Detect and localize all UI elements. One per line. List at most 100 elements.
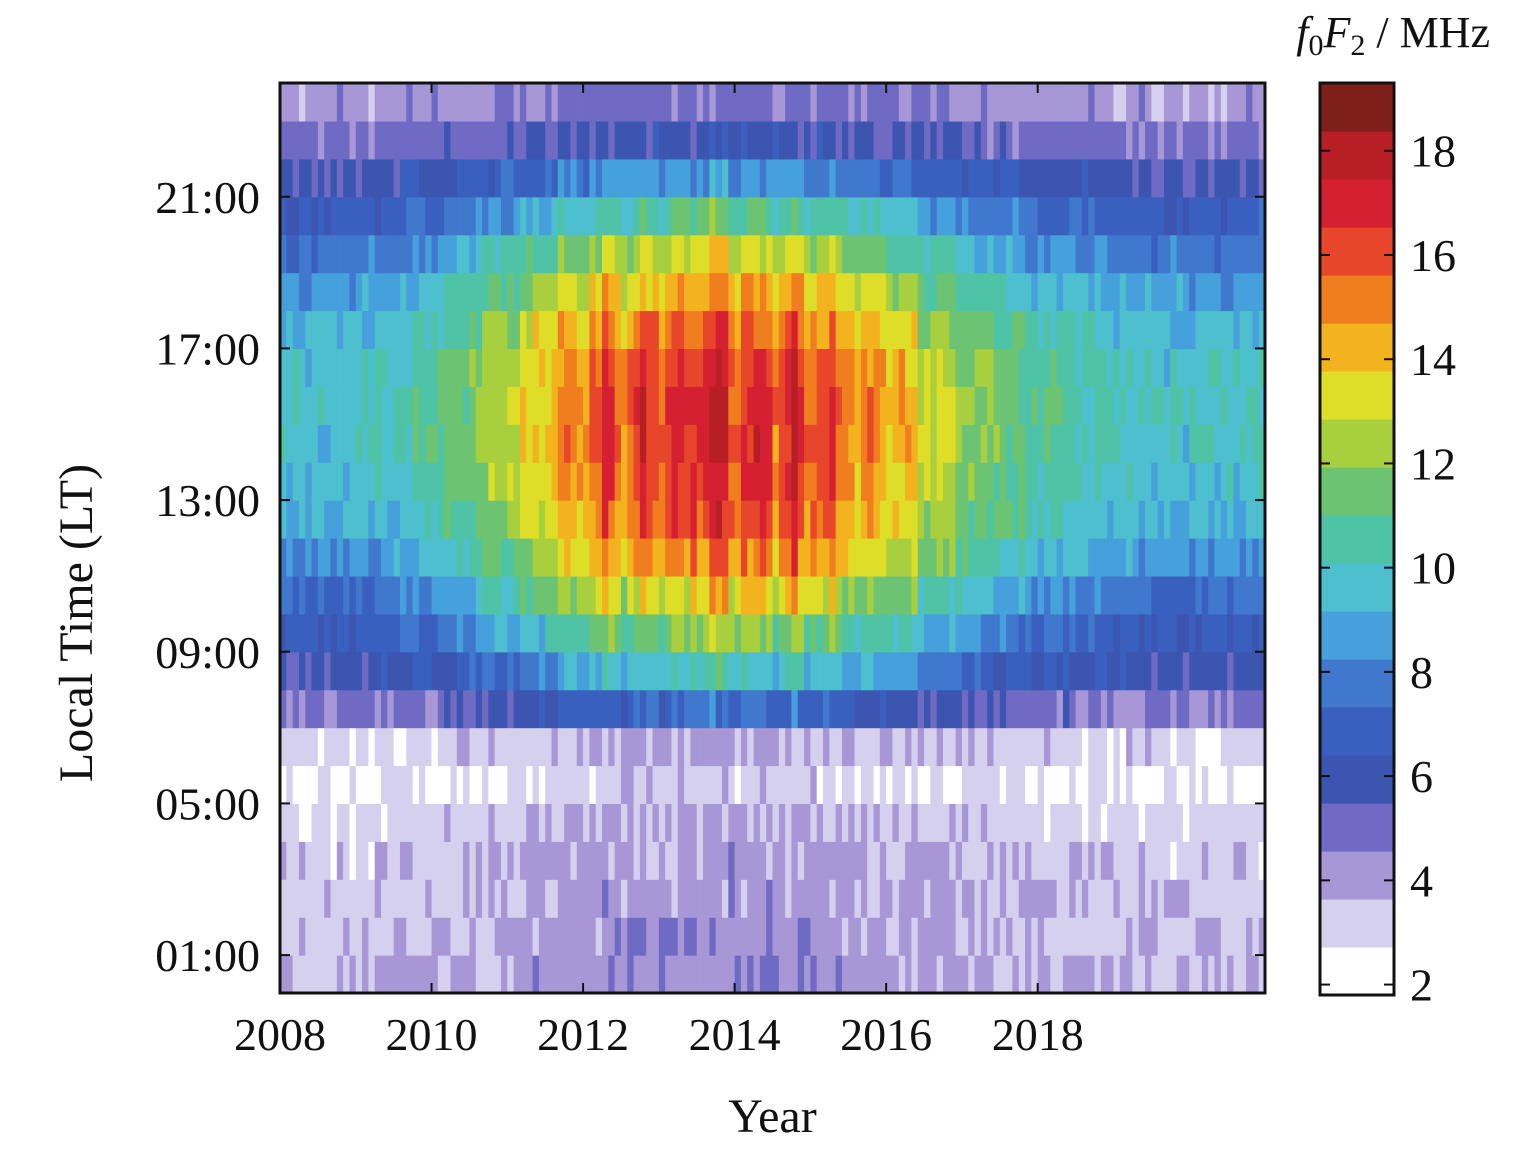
heatmap-cell bbox=[1258, 272, 1266, 312]
heatmap-cell bbox=[564, 955, 572, 994]
heatmap-cell bbox=[1088, 158, 1096, 198]
heatmap-cell bbox=[696, 803, 704, 842]
heatmap-cell bbox=[1220, 120, 1228, 160]
heatmap-cell bbox=[924, 196, 931, 236]
heatmap-cell bbox=[608, 803, 616, 842]
heatmap-cell bbox=[355, 272, 363, 312]
heatmap-cell bbox=[1189, 158, 1197, 198]
heatmap-cell bbox=[519, 462, 527, 501]
colorbar-tick-label: 10 bbox=[1410, 543, 1456, 594]
heatmap-cell bbox=[355, 234, 363, 274]
heatmap-cell bbox=[1170, 196, 1178, 236]
heatmap-cell bbox=[734, 765, 742, 805]
heatmap-cell bbox=[463, 386, 471, 425]
heatmap-cell bbox=[942, 120, 950, 160]
heatmap-cell bbox=[482, 651, 489, 691]
heatmap-cell bbox=[772, 424, 780, 463]
heatmap-cell bbox=[1113, 765, 1121, 805]
heatmap-cell bbox=[1069, 462, 1077, 501]
heatmap-cell bbox=[816, 462, 824, 501]
heatmap-cell bbox=[652, 879, 660, 918]
heatmap-cell bbox=[1094, 803, 1102, 842]
heatmap-cell bbox=[860, 120, 868, 160]
heatmap-cell bbox=[614, 158, 622, 198]
heatmap-cell bbox=[816, 348, 824, 387]
heatmap-cell bbox=[557, 689, 565, 729]
heatmap-cell bbox=[1113, 803, 1121, 842]
heatmap-cell bbox=[526, 386, 534, 425]
heatmap-cell bbox=[368, 462, 376, 501]
heatmap-cell bbox=[892, 83, 900, 122]
heatmap-cell bbox=[1208, 727, 1216, 767]
heatmap-cell bbox=[633, 424, 641, 463]
heatmap-cell bbox=[418, 272, 426, 312]
heatmap-cell bbox=[1031, 575, 1039, 615]
heatmap-cell bbox=[1157, 689, 1165, 729]
heatmap-cell bbox=[867, 613, 875, 653]
heatmap-cell bbox=[311, 196, 319, 236]
heatmap-cell bbox=[879, 765, 887, 805]
heatmap-cell bbox=[343, 500, 351, 539]
heatmap-cell bbox=[804, 462, 811, 501]
heatmap-cell bbox=[292, 462, 300, 501]
heatmap-cell bbox=[886, 538, 894, 577]
colorbar-frame bbox=[1318, 81, 1396, 997]
heatmap-cell bbox=[627, 158, 635, 198]
heatmap-cell bbox=[924, 272, 931, 312]
heatmap-cell bbox=[747, 651, 755, 691]
heatmap-cell bbox=[324, 613, 332, 653]
heatmap-cell bbox=[412, 83, 420, 122]
heatmap-cell bbox=[1182, 234, 1190, 274]
heatmap-cell bbox=[469, 917, 477, 956]
heatmap-cell bbox=[317, 158, 325, 198]
heatmap-cell bbox=[709, 917, 717, 956]
heatmap-cell bbox=[513, 386, 521, 425]
heatmap-cell bbox=[343, 234, 351, 274]
heatmap-cell bbox=[804, 917, 811, 956]
heatmap-cell bbox=[703, 727, 710, 767]
heatmap-cell bbox=[879, 841, 887, 880]
heatmap-cell bbox=[1075, 158, 1083, 198]
heatmap-cell bbox=[892, 613, 900, 653]
heatmap-cell bbox=[841, 272, 849, 312]
colorbar-tick-label: 18 bbox=[1410, 126, 1456, 177]
heatmap-cell bbox=[785, 462, 793, 501]
heatmap-cell bbox=[1214, 651, 1222, 691]
heatmap-cell bbox=[1195, 727, 1203, 767]
heatmap-cell bbox=[620, 272, 628, 312]
heatmap-cell bbox=[980, 575, 988, 615]
heatmap-cell bbox=[393, 310, 401, 350]
heatmap-cell bbox=[526, 462, 534, 501]
heatmap-cell bbox=[298, 424, 306, 463]
heatmap-cell bbox=[620, 917, 628, 956]
heatmap-cell bbox=[968, 538, 976, 577]
heatmap-cell bbox=[1113, 727, 1121, 767]
heatmap-cell bbox=[987, 803, 995, 842]
heatmap-cell bbox=[387, 803, 395, 842]
heatmap-cell bbox=[1081, 272, 1089, 312]
colorbar-swatch bbox=[1320, 323, 1394, 372]
heatmap-cell bbox=[860, 234, 868, 274]
heatmap-cell bbox=[734, 386, 742, 425]
heatmap-cell bbox=[747, 386, 755, 425]
heatmap-cell bbox=[766, 424, 774, 463]
heatmap-cell bbox=[942, 310, 950, 350]
heatmap-cell bbox=[892, 575, 900, 615]
heatmap-cell bbox=[987, 727, 995, 767]
heatmap-cell bbox=[1227, 955, 1235, 994]
heatmap-cell bbox=[1208, 158, 1216, 198]
heatmap-cell bbox=[778, 310, 786, 350]
heatmap-cell bbox=[1132, 917, 1140, 956]
heatmap-cell bbox=[942, 83, 950, 122]
heatmap-cell bbox=[924, 841, 931, 880]
heatmap-cell bbox=[892, 196, 900, 236]
heatmap-cell bbox=[810, 386, 818, 425]
heatmap-cell bbox=[987, 575, 995, 615]
heatmap-cell bbox=[368, 651, 376, 691]
heatmap-cell bbox=[425, 120, 433, 160]
heatmap-cell bbox=[349, 462, 357, 501]
heatmap-cell bbox=[671, 196, 679, 236]
heatmap-cell bbox=[298, 803, 306, 842]
heatmap-cell bbox=[1012, 500, 1020, 539]
heatmap-cell bbox=[494, 158, 502, 198]
